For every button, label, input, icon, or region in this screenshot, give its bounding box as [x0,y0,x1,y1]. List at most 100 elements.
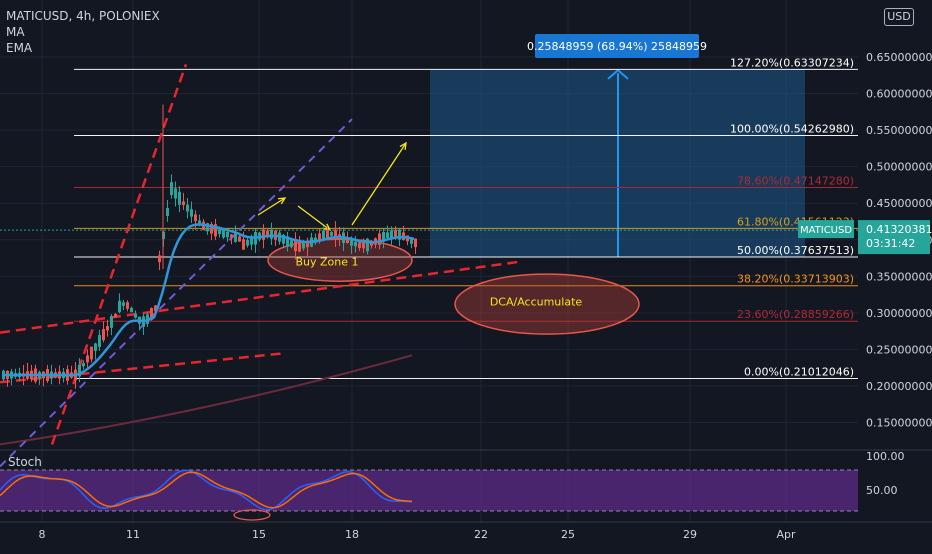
candle-body [130,307,133,313]
candle [158,250,161,271]
candle [314,233,317,245]
candle-body [86,355,89,363]
stoch-band [0,470,858,511]
dca-ellipse [454,273,640,335]
measure-arrow-head [607,68,629,80]
candle-body [270,229,273,239]
candle [194,210,197,230]
candle-body [210,223,213,234]
dca-label: DCA/Accumulate [490,296,583,309]
price-axis-tick: 0.20000000 [866,380,932,393]
measure-label-box [535,34,699,58]
current-symbol-badge [798,220,854,239]
fib-level-label: 100.00%(0.54262980) [730,122,854,135]
candle-body [294,238,297,252]
price-axis-tick: 0.55000000 [866,124,932,137]
yellow-arrow-1-head [277,197,287,205]
annotations: Buy Zone 1 DCA/Accumulate [257,141,640,335]
candle [170,174,173,199]
candle-body [174,188,177,199]
candle [306,237,309,256]
fib-level-label: 0.00%(0.21012046) [744,366,854,379]
candle-body [306,240,309,248]
candle [414,238,417,255]
chart-legend: MATICUSD, 4h, POLONIEX MA EMA [6,8,160,56]
price-axis-tick: 0.45000000 [866,197,932,210]
candle [290,239,293,249]
candle-body [206,223,209,232]
candle-body [182,201,185,206]
candle [166,200,169,222]
indicator-ma-label[interactable]: MA [6,25,25,39]
candle-body [114,313,117,318]
fib-level-label: 23.60%(0.28859266) [737,308,854,321]
candle [286,231,289,252]
time-axis-tick: 25 [561,528,575,541]
symbol-title[interactable]: MATICUSD, 4h, POLONIEX [6,9,160,23]
candle [326,226,329,239]
candle-body [334,229,337,240]
price-axis-tick: 0.15000000 [866,417,932,430]
trend-line-channel [0,118,353,468]
candle-body [110,315,113,328]
candle [186,198,189,219]
time-axis-tick: 18 [345,528,359,541]
price-range-measure: 0.25848959 (68.94%) 25848959 [430,34,805,258]
candle [178,186,181,213]
current-price-label: 0.41320381 [866,223,932,236]
yellow-arrow-2 [297,205,331,231]
candle-body [122,302,125,306]
indicator-ema-label[interactable]: EMA [6,41,33,55]
candle-body [90,346,93,360]
candle-body [246,239,249,246]
candle [190,201,193,224]
candle [110,313,113,336]
candle-body [98,335,101,347]
countdown-label: 03:31:42 [866,237,915,250]
yellow-arrow-3 [351,142,407,226]
time-axis-tick: 11 [126,528,140,541]
yellow-arrow-3-head [399,141,407,151]
fib-level-label: 50.00%(0.37637513) [737,244,854,257]
candle [270,222,273,245]
price-axis-tick: 0.65000000 [866,51,932,64]
candle [78,358,81,383]
candle [90,346,93,363]
candle-body [322,230,325,241]
candle-body [250,236,253,245]
candle-body [190,209,193,217]
candle [182,192,185,210]
candle-body [150,308,153,320]
currency-button[interactable]: USD [884,8,914,26]
price-axis: 0.65000000 0.60000000 0.55000000 0.50000000… [0,51,932,430]
candle-body [266,230,269,238]
candle-body [414,238,417,248]
candle [134,310,137,319]
stoch-d-line [0,471,413,509]
candle [294,232,297,260]
stoch-title: Stoch [8,455,42,469]
candle-body [282,234,285,244]
candle [214,218,217,240]
measure-label: 0.25848959 (68.94%) 25848959 [527,40,707,53]
candle-body [366,238,369,252]
price-axis-tick: 0.35000000 [866,270,932,283]
time-axis-tick: 29 [683,528,697,541]
fib-level-label: 78.60%(0.47147280) [737,175,854,188]
time-axis-tick: 22 [474,528,488,541]
ema-line [2,223,415,377]
candle-body [338,234,341,238]
candle-body [378,233,381,245]
candle [126,300,129,312]
candle-body [214,224,217,237]
candle [114,313,117,318]
stoch-tick-100: 100.00 [866,450,905,463]
stoch-oversold-marker [233,509,271,521]
time-axis-tick: 15 [252,528,266,541]
candle-body [222,228,225,238]
candle-body [410,237,413,244]
trend-lines [0,63,521,468]
candle-body [326,230,329,239]
